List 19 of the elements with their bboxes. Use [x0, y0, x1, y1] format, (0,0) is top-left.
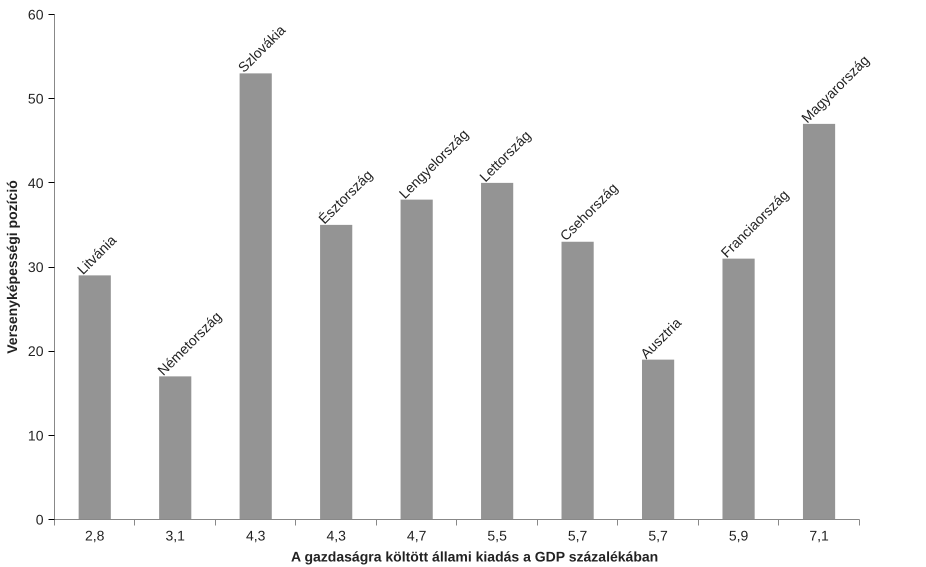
- y-tick-label: 40: [28, 174, 44, 191]
- y-tick-label: 60: [28, 6, 44, 22]
- x-tick-label: 3,1: [165, 528, 186, 544]
- x-tick-label: 5,5: [487, 528, 508, 544]
- y-tick-label: 0: [36, 512, 44, 528]
- y-tick-label: 20: [28, 343, 44, 360]
- y-axis-title: Versenyképességi pozíció: [4, 180, 20, 354]
- x-tick-label: 2,8: [85, 528, 105, 544]
- x-tick-label: 4,3: [246, 528, 266, 544]
- x-tick-label: 4,7: [406, 528, 427, 544]
- y-tick-label: 10: [28, 427, 44, 444]
- x-tick-label: 5,7: [648, 528, 668, 544]
- x-tick-label: 4,3: [326, 528, 346, 544]
- x-tick-label: 5,9: [728, 528, 749, 544]
- x-axis-title: A gazdaságra költött állami kiadás a GDP százalékában: [290, 548, 658, 564]
- y-tick-label: 30: [28, 259, 44, 275]
- x-tick-label: 5,7: [568, 528, 588, 544]
- x-tick-label: 7,1: [809, 528, 829, 544]
- y-tick-label: 50: [28, 90, 44, 107]
